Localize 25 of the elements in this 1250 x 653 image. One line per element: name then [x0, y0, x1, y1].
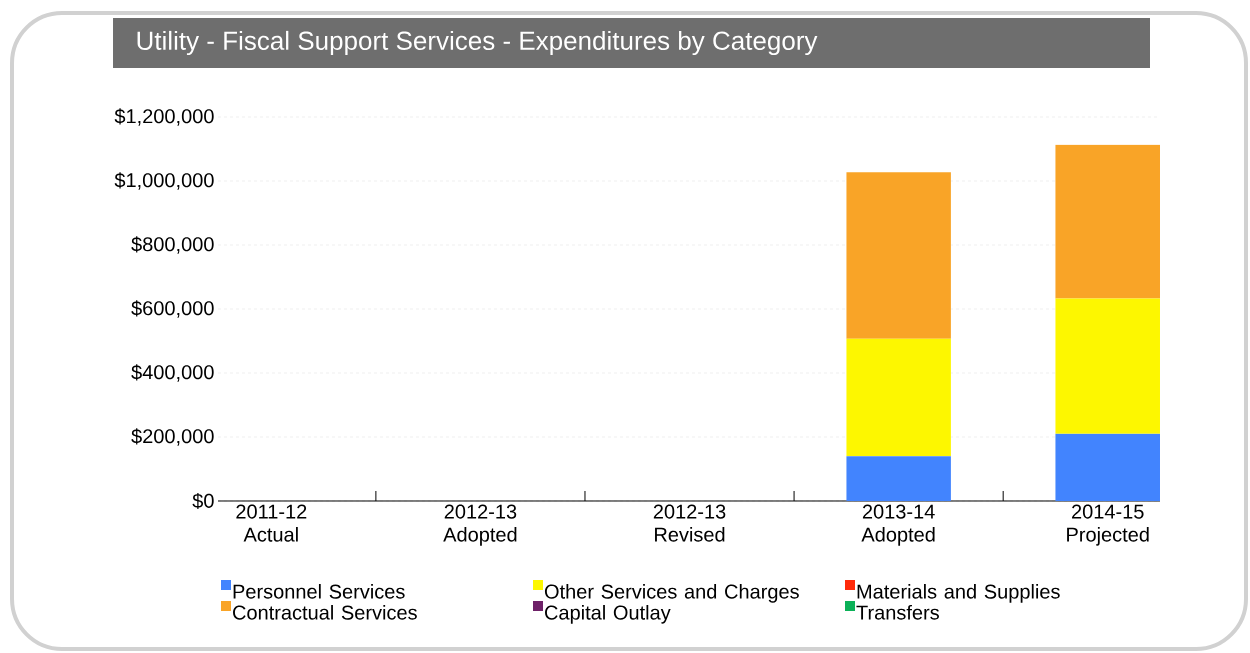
x-tick-label: 2013-14 Adopted: [861, 504, 935, 546]
x-tick-label: 2011-12 Actual: [236, 504, 307, 542]
x-tick-label: 2014-15 Projected: [1067, 504, 1149, 546]
chart-title: Utility - Fiscal Support Services - Expenditures by Category: [137, 30, 818, 56]
legend-label: Contractual Services: [233, 604, 417, 620]
y-tick-label: $0: [192, 492, 214, 510]
y-tick-label: $400,000: [131, 364, 214, 382]
bar: [1055, 298, 1160, 434]
y-tick-label: $600,000: [131, 300, 214, 318]
bar: [846, 338, 951, 457]
bar: [846, 172, 951, 339]
legend-label: Materials and Supplies: [857, 583, 1060, 603]
bar: [1055, 144, 1160, 299]
y-tick-label: $200,000: [131, 428, 214, 446]
y-tick-label: $1,000,000: [114, 172, 214, 190]
y-tick-label: $800,000: [131, 236, 214, 254]
y-tick-label: $1,200,000: [114, 108, 214, 126]
legend-label: Other Services and Charges: [544, 583, 799, 603]
legend-label: Capital Outlay: [545, 604, 671, 624]
x-tick-label: 2012-13 Revised: [653, 504, 726, 542]
x-tick-label: 2012-13 Adopted: [443, 504, 517, 546]
bar: [1055, 433, 1160, 501]
bar: [846, 456, 951, 501]
legend-label: Personnel Services: [233, 583, 405, 599]
legend-label: Transfers: [856, 604, 939, 620]
